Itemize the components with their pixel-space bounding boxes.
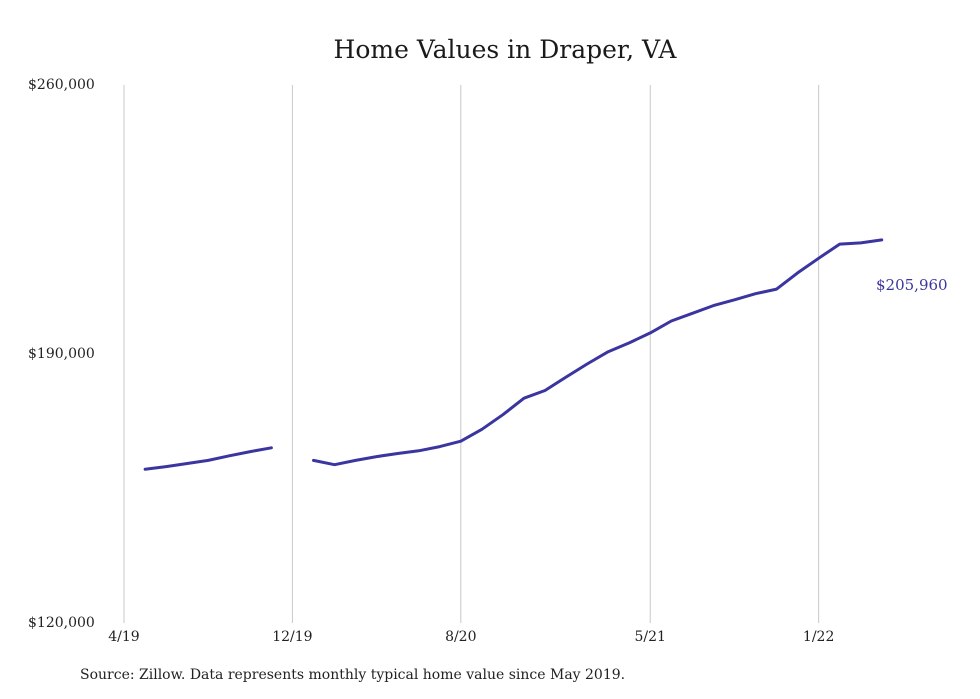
- source-note: Source: Zillow. Data represents monthly …: [80, 667, 626, 683]
- x-axis-tick-labels: 4/19 12/19 8/20 5/21 1/22: [108, 629, 834, 645]
- x-tick-label: 5/21: [635, 629, 666, 645]
- x-tick-label: 8/20: [445, 629, 476, 645]
- end-value-label: $205,960: [876, 276, 948, 294]
- y-tick-label: $260,000: [28, 77, 95, 93]
- vertical-gridlines: [123, 85, 820, 623]
- x-tick-label: 4/19: [108, 629, 139, 645]
- y-tick-label: $120,000: [28, 615, 95, 631]
- series-line-segment: [143, 446, 273, 471]
- y-tick-label: $190,000: [28, 346, 95, 362]
- chart-title: Home Values in Draper, VA: [334, 35, 678, 64]
- series-line-segment: [312, 238, 884, 467]
- series-lines: [143, 238, 884, 471]
- y-axis-tick-labels: $260,000 $190,000 $120,000: [28, 77, 95, 631]
- x-tick-label: 12/19: [272, 629, 312, 645]
- x-tick-label: 1/22: [803, 629, 834, 645]
